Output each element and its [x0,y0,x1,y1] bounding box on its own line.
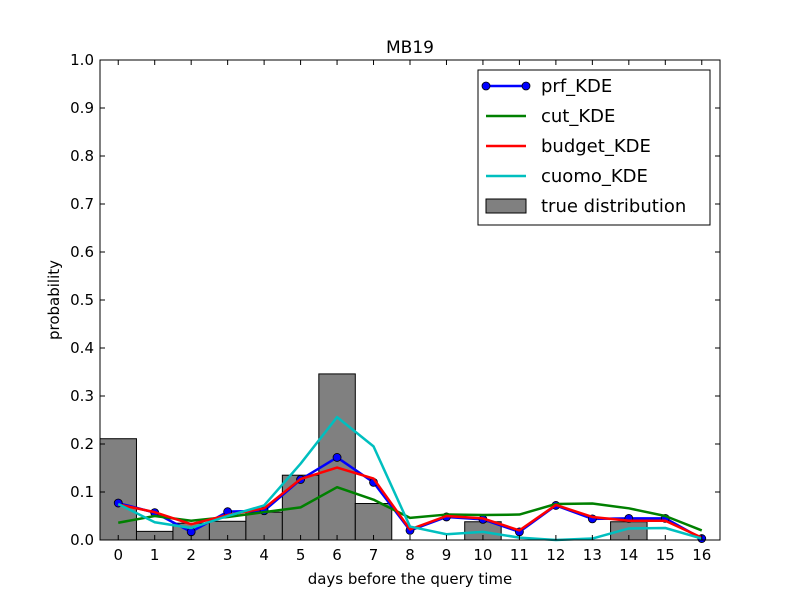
x-tick-label-15: 15 [656,546,675,564]
y-tick-label-5: 0.5 [70,291,94,309]
y-tick-label-4: 0.4 [70,339,94,357]
y-tick-label-0: 0.0 [70,531,94,549]
y-tick-label-7: 0.7 [70,195,94,213]
y-tick-label-6: 0.6 [70,243,94,261]
y-tick-label-2: 0.2 [70,435,94,453]
legend-label-cuomo_KDE: cuomo_KDE [541,166,648,187]
x-tick-label-7: 7 [369,546,379,564]
x-tick-label-8: 8 [405,546,415,564]
y-axis-label: probability [45,260,63,340]
x-tick-label-6: 6 [332,546,342,564]
legend-swatch-true distribution [485,198,527,214]
bar-7 [354,503,393,541]
x-tick-label-16: 16 [692,546,711,564]
x-axis-label: days before the query time [308,570,513,588]
y-tick-label-10: 1.0 [70,51,94,69]
legend-label-budget_KDE: budget_KDE [541,136,651,157]
y-tick-label-1: 0.1 [70,483,94,501]
x-tick-label-1: 1 [150,546,160,564]
legend-marker-prf_KDE-a [481,81,491,91]
bars-layer [99,373,648,541]
x-tick-label-5: 5 [296,546,306,564]
point-prf_KDE-6 [332,453,342,462]
x-tick-label-4: 4 [259,546,269,564]
series-line-budget_KDE [117,466,703,539]
chart-title: MB19 [386,38,434,58]
x-tick-label-14: 14 [619,546,638,564]
ticks-layer: 0 1 2 3 4 5 6 7 8 9 10 11 12 13 14 15 160.00.10.20.30.40… [70,51,720,564]
x-tick-label-0: 0 [113,546,123,564]
x-tick-label-3: 3 [223,546,233,564]
x-tick-label-2: 2 [186,546,196,564]
y-tick-label-8: 0.8 [70,147,94,165]
y-tick-label-9: 0.9 [70,99,94,117]
y-tick-label-3: 0.3 [70,387,94,405]
series-line-cuomo_KDE [117,415,703,542]
legend-label-cut_KDE: cut_KDE [541,106,615,127]
bar-0 [99,438,137,541]
legend-label-prf_KDE: prf_KDE [541,76,612,97]
x-tick-label-10: 10 [473,546,492,564]
legend-marker-prf_KDE-b [521,81,531,91]
x-tick-label-12: 12 [546,546,565,564]
lines-layer [113,415,707,543]
x-tick-label-9: 9 [442,546,452,564]
x-tick-label-13: 13 [583,546,602,564]
x-tick-label-11: 11 [510,546,529,564]
legend-label-true distribution: true distribution [541,196,686,217]
